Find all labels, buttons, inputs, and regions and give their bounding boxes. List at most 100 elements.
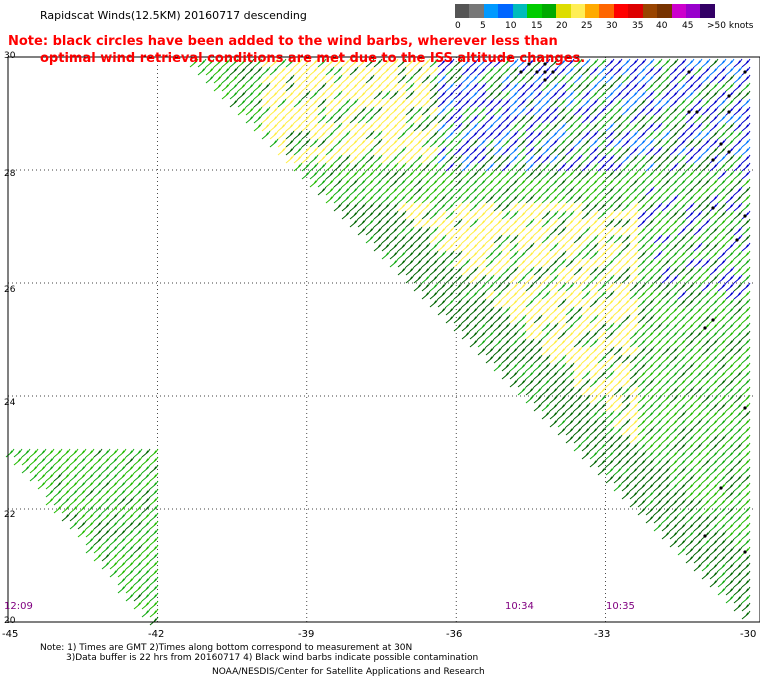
wind-barb <box>605 418 615 428</box>
wind-barb <box>565 114 575 124</box>
wind-barb <box>629 482 639 492</box>
wind-barb <box>237 98 247 108</box>
wind-barb <box>701 394 711 404</box>
wind-barb <box>541 170 551 180</box>
wind-barb <box>693 402 703 412</box>
wind-barb <box>717 466 727 476</box>
wind-barb <box>517 346 527 356</box>
wind-barb <box>709 490 719 500</box>
wind-barb <box>669 458 679 468</box>
wind-barb <box>605 178 615 188</box>
wind-barb <box>709 58 719 68</box>
wind-barb <box>477 58 487 68</box>
wind-barb <box>669 258 679 268</box>
wind-barb <box>653 258 663 268</box>
wind-barb <box>581 450 591 460</box>
wind-barb <box>117 456 127 466</box>
wind-barb <box>509 154 519 164</box>
wind-barb <box>533 154 543 164</box>
wind-barb <box>693 218 703 228</box>
wind-barb <box>61 456 71 466</box>
wind-barb <box>677 74 687 84</box>
wind-barb <box>549 322 559 332</box>
footnote-line-3: NOAA/NESDIS/Center for Satellite Applica… <box>212 667 485 677</box>
wind-barb <box>653 90 663 100</box>
wind-barb <box>725 418 735 428</box>
flag-dot <box>703 534 707 538</box>
wind-barb <box>493 354 503 364</box>
wind-barb <box>597 346 607 356</box>
wind-barb <box>509 178 519 188</box>
wind-barb <box>341 194 351 204</box>
wind-barb <box>525 218 535 228</box>
wind-barb <box>669 514 679 524</box>
wind-barb <box>445 282 455 292</box>
wind-barb <box>437 210 447 220</box>
wind-barb <box>605 402 615 412</box>
wind-barb <box>701 346 711 356</box>
wind-barb <box>373 210 383 220</box>
wind-barb <box>149 592 159 602</box>
wind-barb <box>525 194 535 204</box>
wind-barb <box>461 178 471 188</box>
wind-barb <box>541 298 551 308</box>
wind-barb <box>645 218 655 228</box>
wind-barb <box>509 298 519 308</box>
wind-barb <box>85 456 95 466</box>
wind-barb <box>589 58 599 68</box>
wind-barb <box>453 138 463 148</box>
wind-barb <box>693 178 703 188</box>
wind-barb <box>61 480 71 490</box>
wind-barb <box>733 82 743 92</box>
wind-barb <box>581 418 591 428</box>
wind-barb <box>413 122 423 132</box>
wind-barb <box>677 266 687 276</box>
wind-barb <box>605 58 615 68</box>
wind-barb <box>589 66 599 76</box>
wind-barb <box>285 106 295 116</box>
wind-barb <box>669 314 679 324</box>
wind-barb <box>661 522 671 532</box>
wind-barb <box>741 314 751 324</box>
wind-barb <box>461 314 471 324</box>
flag-dot <box>711 318 715 322</box>
wind-barb <box>141 600 151 610</box>
wind-barb <box>653 402 663 412</box>
wind-barb <box>685 98 695 108</box>
wind-barb <box>733 322 743 332</box>
wind-barb <box>637 362 647 372</box>
wind-barb <box>653 426 663 436</box>
wind-barb <box>709 578 719 588</box>
wind-barb <box>357 218 367 228</box>
wind-barb <box>717 66 727 76</box>
wind-barb <box>589 218 599 228</box>
flag-dot <box>743 406 747 410</box>
wind-barb <box>645 322 655 332</box>
wind-barb <box>677 346 687 356</box>
wind-barb <box>325 82 335 92</box>
wind-barb <box>469 122 479 132</box>
wind-barb <box>661 322 671 332</box>
wind-barb <box>405 154 415 164</box>
wind-barb <box>549 386 559 396</box>
wind-barb <box>573 226 583 236</box>
wind-barb <box>429 146 439 156</box>
wind-barb <box>653 386 663 396</box>
wind-barb <box>717 426 727 436</box>
wind-barb <box>709 418 719 428</box>
wind-barb <box>349 90 359 100</box>
wind-barb <box>421 194 431 204</box>
wind-barb <box>725 570 735 580</box>
wind-barb <box>661 418 671 428</box>
wind-barb <box>421 74 431 84</box>
wind-barb <box>325 186 335 196</box>
wind-barb <box>565 82 575 92</box>
wind-barb <box>477 194 487 204</box>
wind-barb <box>397 82 407 92</box>
wind-barb <box>709 458 719 468</box>
wind-barb <box>637 490 647 500</box>
wind-barb <box>461 106 471 116</box>
wind-barb <box>733 106 743 116</box>
wind-barb <box>693 346 703 356</box>
wind-barb <box>533 266 543 276</box>
